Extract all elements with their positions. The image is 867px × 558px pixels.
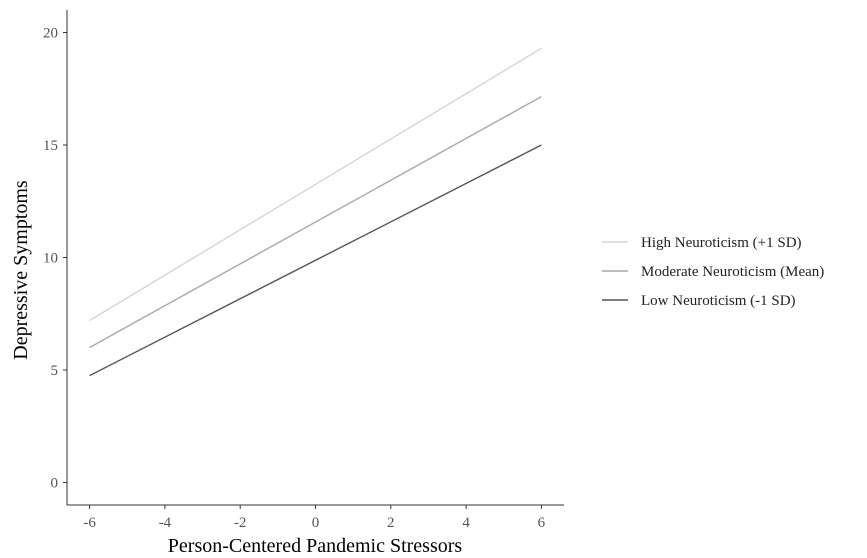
- x-tick-label: -2: [234, 515, 247, 531]
- x-tick-label: -6: [83, 515, 96, 531]
- y-tick-label: 15: [43, 138, 58, 154]
- legend-label-0: High Neuroticism (+1 SD): [641, 235, 802, 251]
- x-tick-label: 4: [462, 515, 470, 531]
- x-axis-title: Person-Centered Pandemic Stressors: [168, 535, 463, 557]
- y-tick-label: 5: [51, 363, 59, 379]
- y-axis-ticks: 0 5 10 15 20: [43, 26, 67, 492]
- x-tick-label: 6: [538, 515, 546, 531]
- series-line-0: [89, 47, 542, 322]
- y-tick-label: 20: [43, 26, 58, 42]
- y-axis-title: Depressive Symptoms: [10, 180, 32, 360]
- legend-label-1: Moderate Neuroticism (Mean): [641, 264, 824, 280]
- legend-label-2: Low Neuroticism (-1 SD): [641, 293, 796, 309]
- plot-lines: [89, 47, 542, 377]
- x-axis-ticks: -6 -4 -2 0 2 4 6: [83, 505, 546, 531]
- series-line-2: [89, 144, 542, 377]
- x-tick-label: -4: [159, 515, 172, 531]
- x-tick-label: 2: [387, 515, 395, 531]
- y-tick-label: 0: [51, 476, 59, 492]
- legend: High Neuroticism (+1 SD) Moderate Neuroti…: [602, 235, 824, 309]
- series-line-1: [89, 95, 542, 349]
- y-tick-label: 10: [43, 251, 58, 267]
- x-tick-label: 0: [312, 515, 320, 531]
